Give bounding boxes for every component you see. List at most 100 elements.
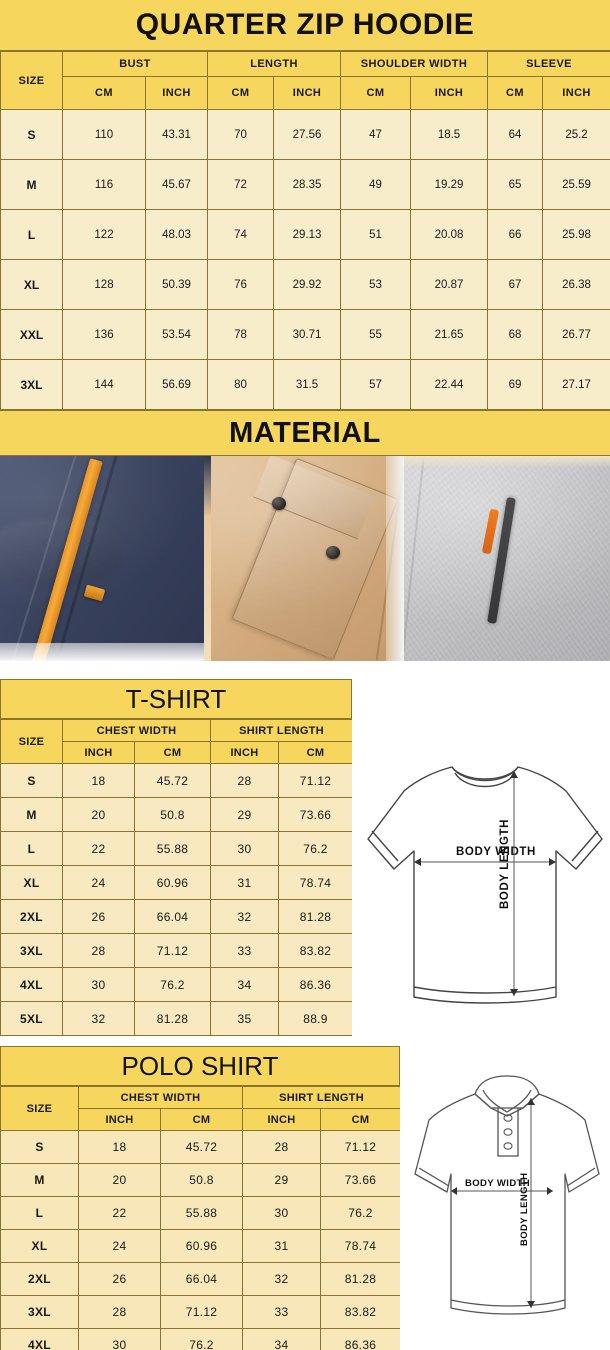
unit-shoulder-inch: INCH xyxy=(410,76,489,110)
polo-unit-header-row: INCH CM INCH CM xyxy=(1,1108,402,1131)
cell-length-cm: 76 xyxy=(207,259,275,310)
cell-length-cm: 71.12 xyxy=(277,763,354,798)
header-chest-width: CHEST WIDTH xyxy=(62,719,211,742)
cell-length-inch: 31 xyxy=(210,865,279,900)
unit-chest-cm: CM xyxy=(160,1108,243,1131)
cell-length-cm: 88.9 xyxy=(277,1001,354,1036)
table-row: S 18 45.72 28 71.12 xyxy=(0,1130,402,1164)
hoodie-title: QUARTER ZIP HOODIE xyxy=(0,0,610,51)
unit-length-inch: INCH xyxy=(273,76,342,110)
table-row: 4XL 30 76.2 34 86.36 xyxy=(0,1328,402,1350)
cell-bust-inch: 50.39 xyxy=(144,259,209,310)
unit-length-inch: INCH xyxy=(242,1108,321,1131)
cell-size: XXL xyxy=(0,309,63,360)
cell-size: S xyxy=(0,1130,79,1164)
cell-length-cm: 83.82 xyxy=(319,1295,402,1329)
table-row: L 22 55.88 30 76.2 xyxy=(0,831,354,866)
cell-shoulder-inch: 20.87 xyxy=(410,259,489,310)
cell-sleeve-inch: 27.17 xyxy=(542,359,610,410)
body-length-label: BODY LENGTH xyxy=(499,819,511,909)
unit-length-cm: CM xyxy=(319,1108,402,1131)
unit-shoulder-cm: CM xyxy=(340,76,412,110)
cell-size: XL xyxy=(0,865,63,900)
header-length: LENGTH xyxy=(207,51,342,77)
cell-bust-inch: 48.03 xyxy=(144,209,209,260)
cell-shoulder-cm: 49 xyxy=(340,159,412,210)
cell-chest-inch: 28 xyxy=(62,933,135,968)
polo-figure-column: BODY WIDTH BODY LENGTH xyxy=(400,1046,610,1350)
cell-chest-inch: 18 xyxy=(62,763,135,798)
tshirt-group-header-row: SIZE CHEST WIDTH SHIRT LENGTH xyxy=(0,719,354,764)
cell-chest-cm: 60.96 xyxy=(134,865,211,900)
cell-length-cm: 71.12 xyxy=(319,1130,402,1164)
khaki-flap-pocket-detail-photo xyxy=(204,456,404,661)
spacer xyxy=(0,1036,610,1046)
cell-chest-cm: 66.04 xyxy=(134,899,211,934)
header-bust: BUST xyxy=(61,51,209,77)
unit-chest-inch: INCH xyxy=(78,1108,161,1131)
unit-sleeve-cm: CM xyxy=(487,76,544,110)
cell-length-inch: 30.71 xyxy=(273,309,342,360)
cell-chest-inch: 24 xyxy=(78,1229,161,1263)
tshirt-unit-header-row: INCH CM INCH CM xyxy=(1,741,354,764)
cell-sleeve-inch: 25.59 xyxy=(542,159,610,210)
cell-bust-inch: 43.31 xyxy=(144,109,209,160)
cell-sleeve-cm: 67 xyxy=(487,259,544,310)
cell-length-cm: 86.36 xyxy=(277,967,354,1002)
cell-chest-cm: 76.2 xyxy=(134,967,211,1002)
cell-chest-inch: 22 xyxy=(62,831,135,866)
button-icon xyxy=(502,1142,513,1150)
body-width-measure xyxy=(414,858,556,866)
cell-size: L xyxy=(0,1196,79,1230)
cell-bust-inch: 56.69 xyxy=(144,359,209,410)
snap-button-icon xyxy=(326,546,340,560)
cell-chest-inch: 18 xyxy=(78,1130,161,1164)
cell-length-inch: 29.13 xyxy=(273,209,342,260)
table-row: S 110 43.31 70 27.56 47 18.5 64 25.2 xyxy=(0,109,610,160)
cell-chest-cm: 50.8 xyxy=(160,1163,243,1197)
tshirt-table-column: T-SHIRT SIZE CHEST WIDTH SHIRT LENGTH IN… xyxy=(0,679,354,1036)
table-row: L 22 55.88 30 76.2 xyxy=(0,1196,402,1230)
fleece-texture xyxy=(404,456,610,661)
cell-length-inch: 28.35 xyxy=(273,159,342,210)
cell-bust-cm: 136 xyxy=(62,309,146,360)
photo-top-fade xyxy=(404,456,610,469)
table-row: S 18 45.72 28 71.12 xyxy=(0,763,354,798)
header-size: SIZE xyxy=(0,1086,79,1131)
body-length-measure xyxy=(526,1098,535,1308)
cell-length-inch: 34 xyxy=(242,1328,321,1350)
button-icon xyxy=(502,1128,513,1136)
table-row: XL 128 50.39 76 29.92 53 20.87 67 26.38 xyxy=(0,259,610,310)
header-shirt-length: SHIRT LENGTH xyxy=(241,1086,402,1109)
cell-size: 3XL xyxy=(0,359,63,410)
cell-shoulder-cm: 47 xyxy=(340,109,412,160)
cell-chest-inch: 20 xyxy=(78,1163,161,1197)
grey-fabric xyxy=(404,456,610,661)
cell-length-inch: 30 xyxy=(210,831,279,866)
hoodie-section: QUARTER ZIP HOODIE SIZE BUST LENGTH SHOU… xyxy=(0,0,610,410)
cell-length-inch: 29.92 xyxy=(273,259,342,310)
cell-length-inch: 32 xyxy=(242,1262,321,1296)
cell-size: L xyxy=(0,209,63,260)
cell-chest-inch: 26 xyxy=(62,899,135,934)
cell-sleeve-cm: 65 xyxy=(487,159,544,210)
cell-chest-cm: 55.88 xyxy=(134,831,211,866)
header-size: SIZE xyxy=(0,719,63,764)
cell-length-cm: 78.74 xyxy=(277,865,354,900)
cell-size: 2XL xyxy=(0,899,63,934)
cell-size: 3XL xyxy=(0,1295,79,1329)
cell-size: 4XL xyxy=(0,967,63,1002)
tshirt-section: T-SHIRT SIZE CHEST WIDTH SHIRT LENGTH IN… xyxy=(0,679,610,1036)
unit-sleeve-inch: INCH xyxy=(542,76,610,110)
polo-buttons xyxy=(502,1114,513,1150)
hoodie-size-table: SIZE BUST LENGTH SHOULDER WIDTH SLEEVE C… xyxy=(0,51,610,410)
cell-length-inch: 31.5 xyxy=(273,359,342,410)
cell-length-inch: 30 xyxy=(242,1196,321,1230)
snap-button-icon xyxy=(272,497,286,510)
cell-sleeve-cm: 68 xyxy=(487,309,544,360)
cell-length-cm: 72 xyxy=(207,159,275,210)
navy-hoodie-zip-detail-photo xyxy=(0,456,204,661)
table-row: XL 24 60.96 31 78.74 xyxy=(0,865,354,900)
cell-length-cm: 74 xyxy=(207,209,275,260)
